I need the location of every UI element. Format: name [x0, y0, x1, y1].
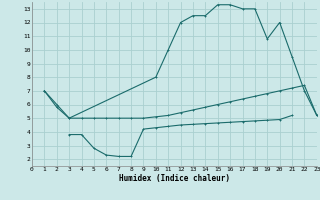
X-axis label: Humidex (Indice chaleur): Humidex (Indice chaleur) — [119, 174, 230, 183]
